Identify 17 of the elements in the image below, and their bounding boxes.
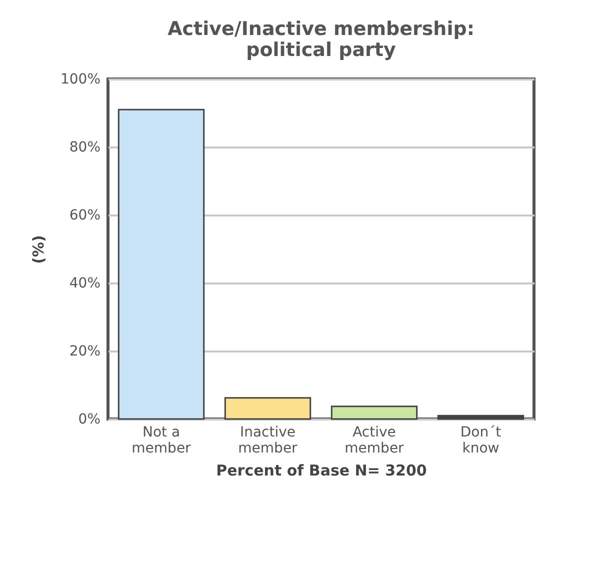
chart-title: Active/Inactive membership: political party (168, 18, 474, 61)
x-tick-label: Active member (344, 424, 404, 456)
bar (118, 108, 205, 420)
y-tick-label: 40% (69, 276, 100, 292)
y-tick-label: 20% (69, 344, 100, 360)
x-axis-title: Percent of Base N= 3200 (216, 462, 427, 480)
y-tick-label: 0% (78, 412, 100, 428)
y-tick-label: 60% (69, 208, 100, 224)
x-tick-label: Inactive member (238, 424, 298, 456)
x-tick-label: Don´t know (460, 424, 502, 456)
bar (437, 414, 524, 420)
y-tick-label: 80% (69, 140, 100, 156)
y-tick-label: 100% (60, 72, 100, 88)
x-tick-label: Not a member (132, 424, 192, 456)
bar (224, 397, 312, 420)
y-axis-title: (%) (29, 235, 48, 264)
bar (330, 406, 418, 420)
